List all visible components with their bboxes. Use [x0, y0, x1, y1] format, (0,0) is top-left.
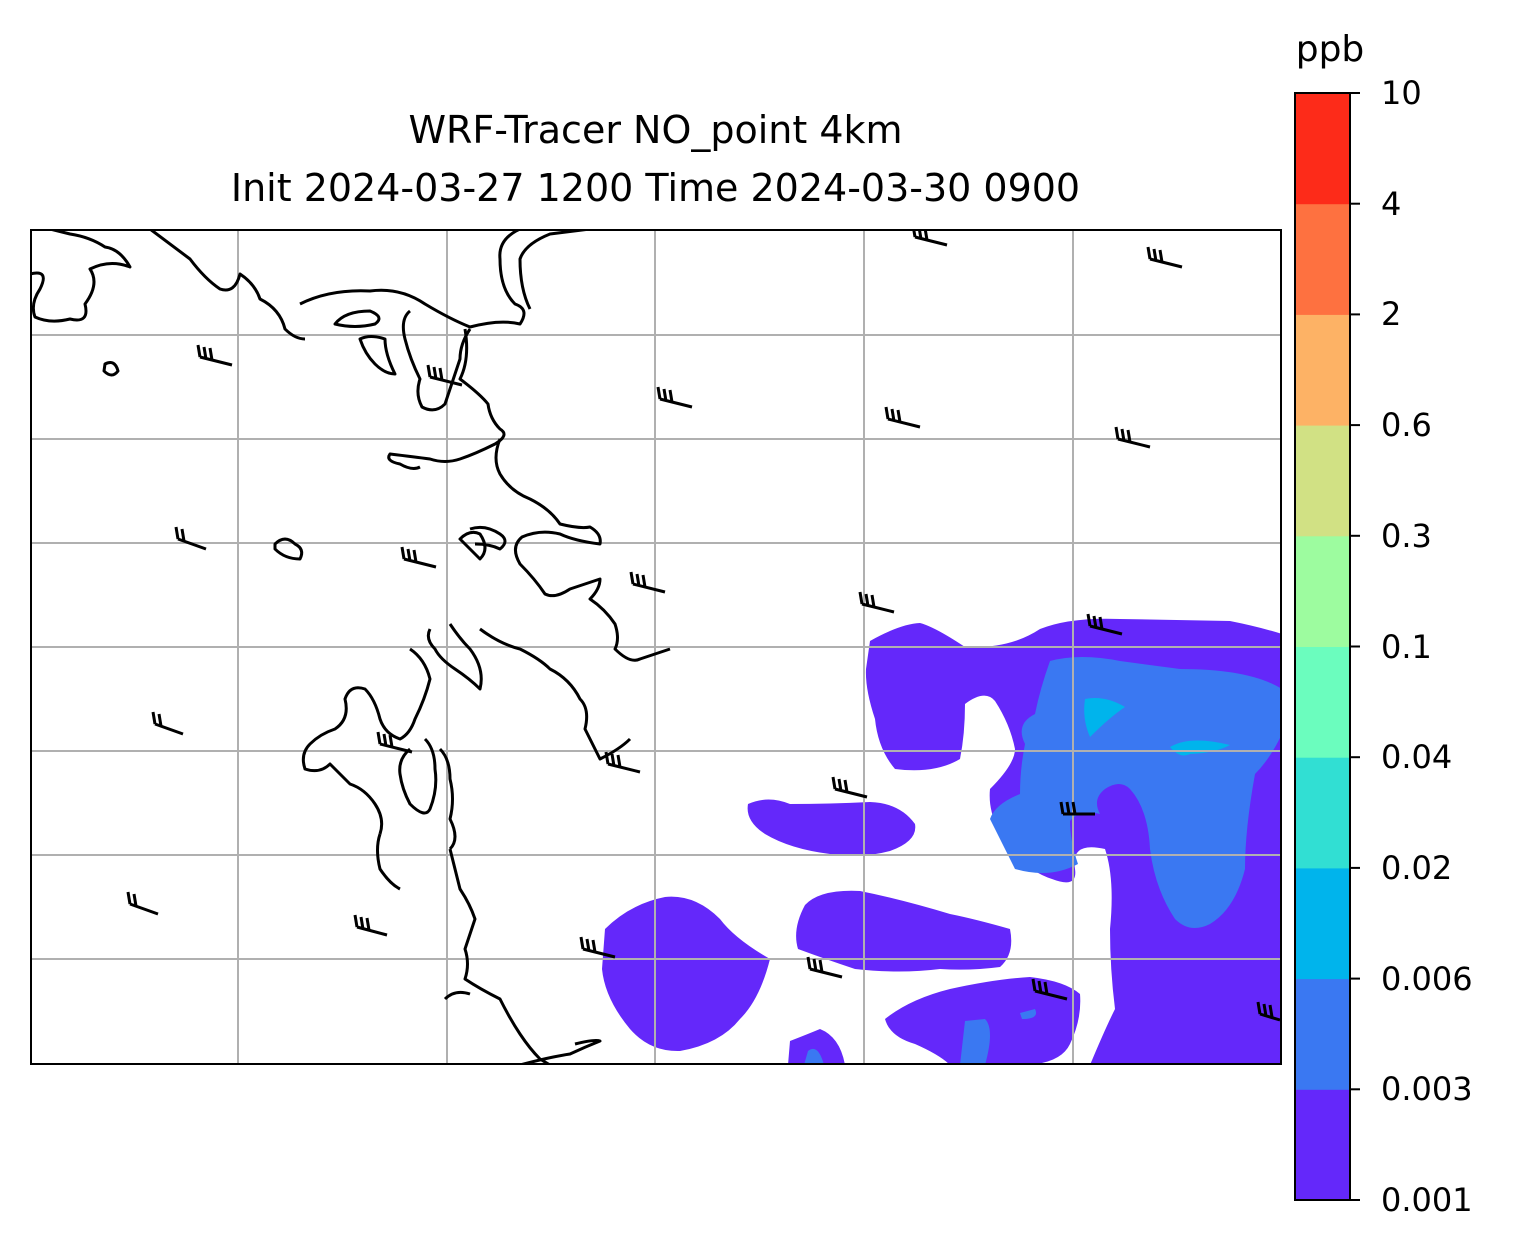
coastline-sound	[358, 335, 397, 376]
coastline-north-2	[149, 229, 306, 341]
coastline-bay-inlet2	[469, 525, 507, 551]
colorbar-segment	[1295, 314, 1350, 426]
colorbar-tick-label: 2	[1381, 295, 1402, 334]
wind-barb	[126, 891, 159, 916]
coastline-island-bay	[333, 309, 381, 328]
coastline-island-mid	[273, 537, 304, 561]
wind-barb	[912, 229, 948, 247]
coastline-delta	[426, 623, 483, 691]
wind-barb	[426, 364, 463, 387]
contour-fill-layer	[602, 618, 1281, 1064]
colorbar-segment	[1295, 867, 1350, 980]
colorbar-segment	[1295, 425, 1350, 537]
wind-barb-layer	[126, 229, 1281, 1022]
coastline-south-3	[519, 1038, 602, 1064]
coastline-inlet-2	[518, 229, 591, 310]
colorbar-frame	[1294, 92, 1351, 1201]
wind-barb	[629, 571, 666, 594]
coastline-south-2	[448, 848, 551, 1064]
colorbar-tick-label: 0.003	[1381, 1070, 1473, 1109]
gridlines	[30, 229, 1281, 1064]
colorbar-segment	[1295, 535, 1350, 647]
wind-barb	[884, 406, 921, 429]
colorbar-segment	[1295, 1089, 1350, 1201]
colorbar-ticks	[1350, 92, 1360, 1201]
colorbar-tick-label: 0.3	[1381, 516, 1432, 555]
contour-region-east-inner	[990, 657, 1281, 928]
colorbar-tick-label: 4	[1381, 184, 1402, 223]
coastline-delta-2	[479, 627, 632, 761]
colorbar-tick-label: 0.04	[1381, 738, 1453, 777]
coastline-layer	[30, 229, 671, 1064]
wind-barb	[196, 344, 233, 367]
wind-barb	[1146, 246, 1183, 269]
map-frame	[30, 229, 1282, 1065]
colorbar-segment	[1295, 646, 1350, 758]
colorbar-tick-label: 0.1	[1381, 627, 1432, 666]
contour-region-east-peak	[1084, 698, 1125, 737]
wind-barb	[604, 751, 641, 774]
colorbar-segment	[1295, 93, 1350, 205]
colorbar-unit-label: ppb	[1295, 29, 1365, 70]
coastline-delta-5	[438, 747, 457, 851]
contour-region-central	[747, 799, 916, 856]
wind-barb	[400, 546, 437, 569]
wind-barb	[1114, 426, 1151, 449]
contour-region-south-east-inner2	[1020, 1009, 1037, 1019]
coastline-inlet	[299, 229, 526, 329]
contour-region-south-east-inner	[960, 1019, 990, 1064]
wind-barb	[579, 936, 616, 959]
wind-barb	[1086, 613, 1123, 636]
map-panel	[30, 229, 1282, 1065]
colorbar	[1294, 92, 1360, 1201]
colorbar-tick-label: 0.6	[1381, 406, 1432, 445]
colorbar-tick-label: 0.001	[1381, 1181, 1473, 1219]
colorbar-tick-label: 0.02	[1381, 848, 1453, 887]
colorbar-segments	[1295, 93, 1350, 1201]
wind-barb	[1059, 801, 1095, 816]
coastline-peninsula	[401, 309, 472, 412]
wind-barb	[376, 731, 413, 754]
wind-barb	[806, 956, 843, 979]
coastline-bay-inlet	[458, 530, 487, 561]
wind-barb	[353, 914, 388, 937]
wind-barb	[831, 776, 868, 799]
coastline-delta-4	[398, 737, 438, 815]
wind-barb	[1256, 1001, 1281, 1022]
colorbar-segment	[1295, 757, 1350, 869]
wind-barb	[858, 591, 895, 614]
contour-region-south-central	[796, 890, 1012, 972]
colorbar-segment	[1295, 978, 1350, 1090]
coastline-island-small	[102, 361, 120, 377]
coastline-delta-3	[301, 647, 432, 835]
map-title-line1: WRF-Tracer NO_point 4km	[408, 108, 903, 152]
coastline-north	[30, 229, 132, 323]
coastline-river	[387, 328, 506, 470]
wind-barb	[151, 711, 184, 736]
contour-region-south-west	[602, 896, 770, 1052]
map-title-line2: Init 2024-03-27 1200 Time 2024-03-30 090…	[230, 166, 1081, 210]
coastline-bay-east	[494, 438, 671, 662]
colorbar-segment	[1295, 203, 1350, 315]
wind-barb	[1031, 978, 1068, 1001]
colorbar-tick-label: 0.006	[1381, 959, 1473, 998]
contour-region-south-small	[788, 1029, 845, 1064]
wind-barb	[656, 386, 693, 409]
coastline-south	[376, 833, 401, 891]
coastline-south-4	[443, 990, 471, 1001]
wind-barb	[174, 526, 207, 551]
colorbar-tick-label: 10	[1381, 74, 1422, 112]
contour-region-south-small-inner	[804, 1048, 824, 1064]
